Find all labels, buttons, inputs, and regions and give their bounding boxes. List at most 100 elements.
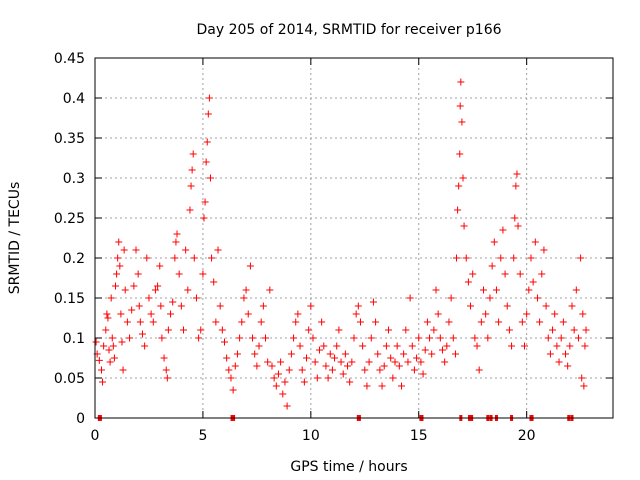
data-point: [410, 366, 418, 374]
data-point: [189, 150, 197, 158]
data-point: [188, 166, 196, 174]
data-point: [231, 362, 239, 370]
data-point: [480, 286, 487, 294]
data-point: [95, 356, 103, 364]
data-point: [516, 270, 524, 278]
data-point: [195, 334, 203, 342]
data-point: [423, 318, 431, 326]
data-point: [121, 286, 129, 294]
data-point: [501, 270, 509, 278]
data-point: [372, 318, 380, 326]
data-point: [449, 334, 457, 342]
data-point: [505, 326, 513, 334]
x-axis-label: GPS time / hours: [290, 459, 407, 475]
data-point: [251, 350, 259, 358]
data-point: [105, 346, 113, 354]
data-point: [385, 326, 393, 334]
data-point: [115, 238, 123, 246]
data-point: [436, 334, 444, 342]
data-point: [521, 342, 529, 350]
data-point: [361, 366, 369, 374]
data-point: [350, 334, 358, 342]
data-point: [130, 282, 138, 290]
data-point: [549, 326, 557, 334]
data-point: [205, 94, 213, 102]
data-point: [179, 326, 187, 334]
data-point: [201, 198, 209, 206]
data-point: [158, 334, 166, 342]
data-point: [190, 254, 198, 262]
data-point: [454, 206, 462, 214]
data-point: [408, 342, 416, 350]
data-point: [380, 362, 388, 370]
data-point: [346, 378, 354, 386]
data-point: [236, 334, 244, 342]
data-point: [551, 310, 559, 318]
data-point: [134, 270, 142, 278]
data-point: [233, 350, 241, 358]
data-point: [475, 366, 483, 374]
data-point: [540, 246, 548, 254]
data-point: [374, 350, 382, 358]
data-point: [264, 358, 272, 366]
data-point: [527, 254, 535, 262]
data-point: [462, 254, 470, 262]
data-point: [315, 346, 323, 354]
data-point: [459, 174, 467, 182]
data-point: [104, 314, 112, 322]
data-point: [568, 302, 576, 310]
data-point: [486, 294, 494, 302]
data-point: [339, 370, 347, 378]
data-point: [382, 342, 390, 350]
data-point: [118, 338, 126, 346]
data-point: [490, 238, 498, 246]
data-point: [456, 102, 464, 110]
data-point: [335, 326, 343, 334]
data-point: [272, 382, 280, 390]
data-point: [281, 378, 289, 386]
data-point: [197, 326, 205, 334]
data-point: [274, 370, 282, 378]
data-point: [404, 358, 412, 366]
data-point: [160, 354, 168, 362]
data-point: [290, 334, 298, 342]
data-point: [367, 334, 375, 342]
data-point: [199, 270, 207, 278]
data-point: [212, 318, 220, 326]
grid-lines: [95, 58, 613, 418]
data-point: [259, 302, 267, 310]
data-point: [406, 294, 414, 302]
data-point: [227, 374, 235, 382]
data-point: [210, 278, 218, 286]
data-point: [457, 78, 465, 86]
data-point: [378, 382, 386, 390]
data-point: [324, 374, 332, 382]
x-tick-label: 0: [91, 428, 100, 444]
x-tick-label: 5: [198, 428, 207, 444]
data-point: [262, 334, 270, 342]
data-point: [445, 318, 453, 326]
data-point: [106, 358, 114, 366]
data-point: [171, 254, 179, 262]
data-point: [221, 338, 228, 346]
x-tick-label: 10: [302, 428, 320, 444]
y-tick-label: 0: [76, 411, 85, 427]
data-point: [266, 286, 274, 294]
y-tick-label: 0.35: [54, 131, 85, 147]
data-point: [114, 254, 122, 262]
data-point: [529, 278, 537, 286]
data-point: [426, 334, 434, 342]
data-point: [307, 302, 315, 310]
data-point: [186, 206, 194, 214]
data-point: [395, 362, 403, 370]
data-point: [203, 138, 211, 146]
data-point: [492, 286, 500, 294]
data-point: [100, 342, 108, 350]
data-point: [270, 374, 278, 382]
data-point: [497, 254, 505, 262]
data-point: [419, 370, 427, 378]
data-point: [438, 346, 446, 354]
data-point: [451, 350, 459, 358]
data-point: [344, 362, 352, 370]
data-point: [147, 310, 155, 318]
